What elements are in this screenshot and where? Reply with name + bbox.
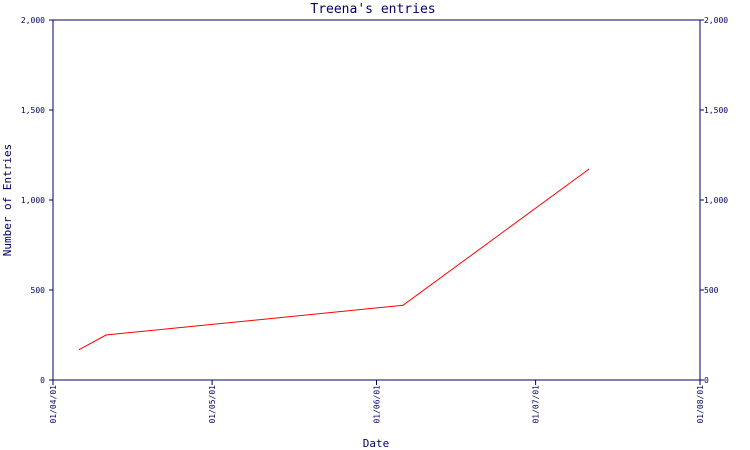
- series-line: [79, 168, 589, 350]
- chart-title: Treena's entries: [310, 2, 435, 17]
- y-tick-label-left: 1,500: [21, 106, 45, 115]
- y-tick-label-left: 500: [31, 286, 46, 295]
- x-tick-label: 01/06/01: [373, 385, 382, 424]
- x-axis: 01/04/01 01/05/01 01/06/01 01/07/01 01/08/01: [49, 380, 705, 424]
- y-tick-label-right: 1,000: [704, 196, 728, 205]
- y-axis-left: 0 500 1,000 1,500 2,000: [21, 16, 53, 385]
- y-tick-label-left: 1,000: [21, 196, 45, 205]
- series-layer: [78, 168, 590, 350]
- y-tick-label-right: 1,500: [704, 106, 728, 115]
- x-tick-label: 01/05/01: [208, 385, 217, 424]
- y-tick-label-right: 0: [704, 376, 709, 385]
- y-tick-label-left: 2,000: [21, 16, 45, 25]
- x-tick-label: 01/08/01: [696, 385, 705, 424]
- y-axis-label: Number of Entries: [1, 144, 14, 257]
- y-tick-label-right: 500: [704, 286, 719, 295]
- y-axis-right: 0 500 1,000 1,500 2,000: [700, 16, 728, 385]
- x-tick-label: 01/04/01: [49, 385, 58, 424]
- data-point: [78, 348, 81, 350]
- y-tick-label-right: 2,000: [704, 16, 728, 25]
- plot-frame: [52, 19, 701, 381]
- data-point: [402, 304, 404, 306]
- x-tick-label: 01/07/01: [532, 385, 541, 424]
- data-point: [105, 334, 107, 336]
- data-point: [588, 168, 590, 170]
- y-tick-label-left: 0: [40, 376, 45, 385]
- x-axis-label: Date: [363, 437, 390, 450]
